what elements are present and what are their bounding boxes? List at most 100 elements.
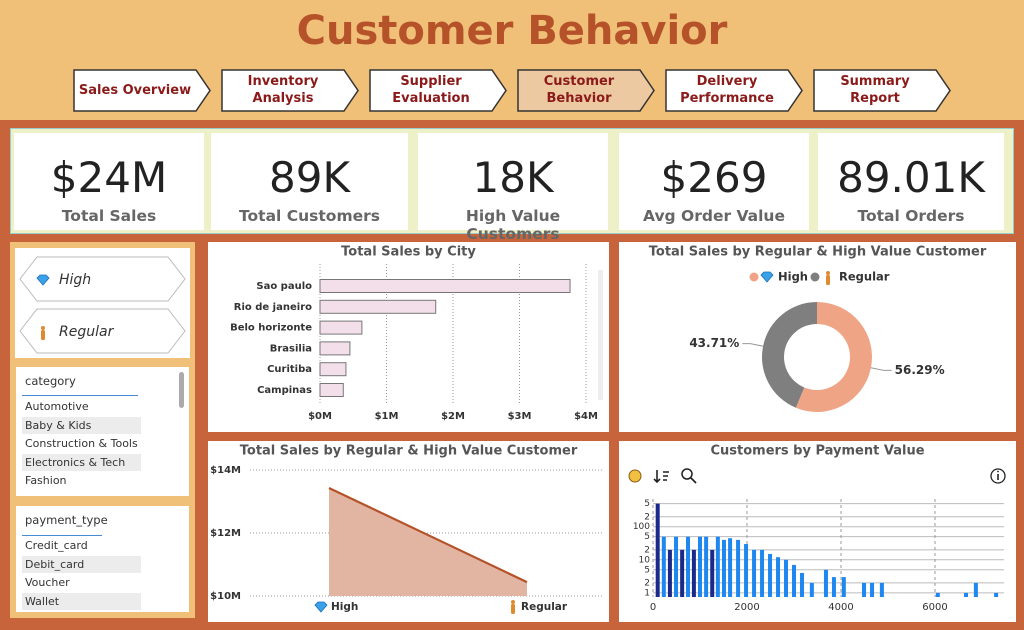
y-tick-label: 5 xyxy=(644,565,650,575)
nav-arrow xyxy=(517,69,655,112)
nav-label: Sales Overview xyxy=(78,82,192,98)
legend-label: Regular xyxy=(839,270,890,284)
y-tick-label: 5 xyxy=(644,499,650,509)
kpi-value: 18K xyxy=(472,153,554,202)
nav-button[interactable]: Summary Report xyxy=(813,69,951,112)
area-line xyxy=(328,486,528,584)
slicer-item[interactable]: Credit_card xyxy=(25,539,88,552)
person-icon xyxy=(826,271,830,275)
segment-label: Regular xyxy=(59,324,115,340)
data-label: 56.29% xyxy=(895,363,945,377)
slicer-item[interactable]: Fashion xyxy=(25,474,67,487)
nav-shape xyxy=(221,69,359,112)
nav-button[interactable]: Supplier Evaluation xyxy=(369,69,507,112)
nav-button[interactable]: Sales Overview xyxy=(73,69,211,112)
nav-shape xyxy=(73,69,211,112)
bar xyxy=(674,536,679,597)
bar xyxy=(994,592,999,597)
person-icon xyxy=(41,326,45,330)
x-tick-label: $0M xyxy=(308,411,332,422)
bar xyxy=(319,341,351,356)
bar xyxy=(319,320,363,335)
chart-title: Customers by Payment Value xyxy=(710,444,924,459)
nav-label: Customer Behavior xyxy=(543,74,615,106)
bar xyxy=(870,582,875,597)
bar xyxy=(776,557,781,597)
leader-line xyxy=(870,367,892,371)
slicer-item[interactable]: Voucher xyxy=(25,576,70,589)
nav-label: Inventory Analysis xyxy=(247,74,319,106)
y-tick-label: Sao paulo xyxy=(256,281,312,292)
slicer-item[interactable]: Debit_card xyxy=(22,555,141,573)
x-tick-label: $4M xyxy=(574,411,598,422)
segment-button[interactable]: Regular xyxy=(19,308,186,354)
info-icon xyxy=(997,470,999,473)
toolbar-icon xyxy=(653,470,669,484)
nav-shape xyxy=(665,69,803,112)
slicer-title: category xyxy=(25,374,76,388)
bar xyxy=(680,549,685,597)
segment-shape: High xyxy=(19,256,186,302)
nav-arrow xyxy=(665,69,803,112)
nav-arrow xyxy=(73,69,211,112)
bar xyxy=(319,362,347,377)
nav-shape xyxy=(517,69,655,112)
kpi-card: $24M Total Sales xyxy=(14,133,204,230)
chart: Total Sales by Regular & High Value Cust… xyxy=(649,245,987,412)
slicer-item[interactable]: Baby & Kids xyxy=(22,416,141,434)
segment-hexagon xyxy=(19,308,186,354)
bar xyxy=(964,592,969,597)
person-icon xyxy=(826,275,830,285)
y-tick-label: 10 xyxy=(639,555,651,565)
bar xyxy=(841,577,846,597)
chart-card: Total Sales by City $0M $1M $2M $3M $4M Sao pa… xyxy=(208,242,609,432)
bar xyxy=(760,549,765,597)
x-tick-label: $3M xyxy=(508,411,532,422)
slicer-item[interactable]: Electronics & Tech xyxy=(22,453,141,471)
y-tick-label: 2 xyxy=(644,545,650,555)
bar xyxy=(319,279,571,293)
bar xyxy=(319,299,437,314)
segment-shape: Regular xyxy=(19,308,186,354)
nav-button[interactable]: Delivery Performance xyxy=(665,69,803,112)
chart-title: Total Sales by City xyxy=(341,245,476,260)
bar xyxy=(736,539,741,597)
bar xyxy=(768,553,773,597)
nav-label: Summary Report xyxy=(840,74,910,106)
donut-slice xyxy=(762,302,817,408)
legend-dot xyxy=(810,272,820,282)
nav-button[interactable]: Inventory Analysis xyxy=(221,69,359,112)
donut-slice xyxy=(795,302,872,412)
y-tick-label: 2 xyxy=(644,512,650,522)
bar xyxy=(710,549,715,597)
nav-button[interactable]: Customer Behavior xyxy=(517,69,655,112)
bar xyxy=(831,577,836,597)
info-icon xyxy=(990,468,1006,484)
nav-arrow xyxy=(221,69,359,112)
diamond-icon xyxy=(314,601,328,613)
slicer-item[interactable]: Construction & Tools xyxy=(25,437,138,450)
category-slicer: category Automotive Baby & Kids Constructi… xyxy=(16,367,189,496)
bar xyxy=(784,559,789,597)
x-tick-label: 4000 xyxy=(828,602,853,613)
slicer-item[interactable]: Wallet xyxy=(22,592,141,610)
person-icon xyxy=(41,330,45,340)
bar xyxy=(935,592,940,597)
bar xyxy=(667,549,672,597)
bar xyxy=(319,383,344,397)
chart-card: Customers by Payment Value 1 2 5 10 2 5 100 2 5 0 2… xyxy=(619,441,1016,622)
bar xyxy=(721,539,726,597)
bar xyxy=(655,503,660,597)
bar xyxy=(792,564,796,597)
nav-shape xyxy=(813,69,951,112)
kpi-card: 18K High Value Customers xyxy=(418,133,608,243)
kpi-card: 89.01K Total Orders xyxy=(818,133,1004,230)
segment-hexagon xyxy=(19,256,186,302)
bar xyxy=(704,536,709,597)
x-tick-label: $2M xyxy=(441,411,465,422)
segment-button[interactable]: High xyxy=(19,256,186,302)
nav-arrow xyxy=(813,69,951,112)
x-tick-label: 0 xyxy=(650,602,656,613)
slicer-item[interactable]: Automotive xyxy=(25,400,89,413)
